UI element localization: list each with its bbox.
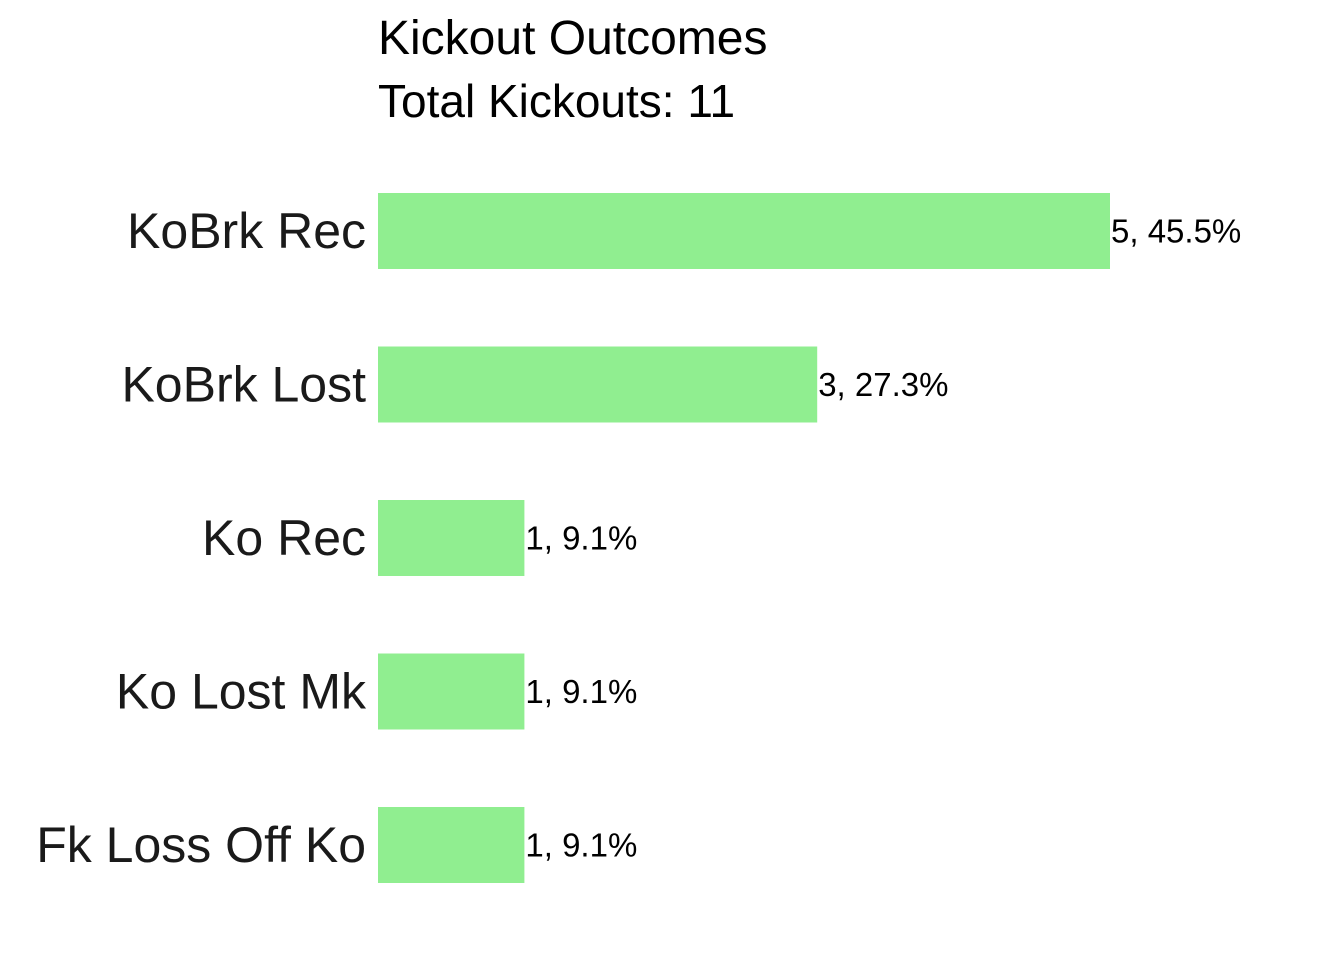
category-label: KoBrk Rec xyxy=(127,203,366,259)
bar-1 xyxy=(378,346,818,423)
category-label: KoBrk Lost xyxy=(121,357,366,413)
bar-0 xyxy=(378,193,1110,269)
bar-data-label: 3, 27.3% xyxy=(818,366,948,403)
bar-data-label: 5, 45.5% xyxy=(1111,213,1241,250)
category-label: Ko Rec xyxy=(202,510,366,566)
category-label: Fk Loss Off Ko xyxy=(36,817,366,873)
bars-layer: KoBrk Rec 5, 45.5% KoBrk Lost 3, 27.3% Ko Re… xyxy=(36,193,1241,883)
bar-2 xyxy=(378,500,525,576)
chart-subtitle: Total Kickouts: 11 xyxy=(378,75,735,127)
bar-data-label: 1, 9.1% xyxy=(525,673,637,710)
bar-data-label: 1, 9.1% xyxy=(525,827,637,864)
bar-data-label: 1, 9.1% xyxy=(525,520,637,557)
category-label: Ko Lost Mk xyxy=(116,664,367,720)
bar-3 xyxy=(378,653,525,730)
chart-title: Kickout Outcomes xyxy=(378,12,767,65)
bar-4 xyxy=(378,807,525,883)
